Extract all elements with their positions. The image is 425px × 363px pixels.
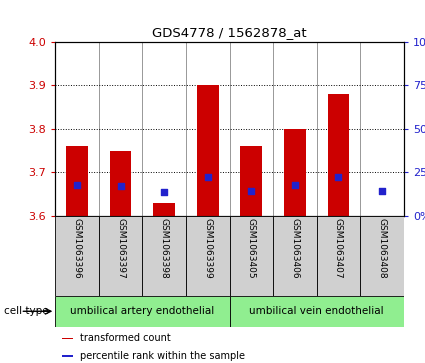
Text: GSM1063408: GSM1063408 bbox=[377, 219, 386, 279]
Bar bbox=[153, 203, 175, 216]
Bar bbox=[142, 216, 186, 296]
Text: GSM1063398: GSM1063398 bbox=[160, 219, 169, 279]
Bar bbox=[230, 216, 273, 296]
Bar bbox=[273, 216, 317, 296]
Bar bbox=[55, 296, 230, 327]
Point bbox=[117, 183, 124, 189]
Text: GSM1063406: GSM1063406 bbox=[290, 219, 299, 279]
Text: umbilical vein endothelial: umbilical vein endothelial bbox=[249, 306, 384, 316]
Text: GSM1063397: GSM1063397 bbox=[116, 219, 125, 279]
Point bbox=[74, 182, 80, 188]
Text: percentile rank within the sample: percentile rank within the sample bbox=[79, 351, 245, 362]
Bar bbox=[230, 296, 404, 327]
Text: umbilical artery endothelial: umbilical artery endothelial bbox=[70, 306, 215, 316]
Text: GSM1063407: GSM1063407 bbox=[334, 219, 343, 279]
Text: GSM1063396: GSM1063396 bbox=[73, 219, 82, 279]
Point bbox=[292, 182, 298, 188]
Point bbox=[335, 174, 342, 180]
Bar bbox=[241, 146, 262, 216]
Point bbox=[161, 189, 167, 195]
Text: cell type: cell type bbox=[4, 306, 49, 316]
Bar bbox=[186, 216, 230, 296]
Point bbox=[379, 188, 385, 193]
Text: transformed count: transformed count bbox=[79, 334, 170, 343]
Text: GSM1063399: GSM1063399 bbox=[203, 219, 212, 279]
Bar bbox=[66, 146, 88, 216]
Bar bbox=[55, 216, 99, 296]
Bar bbox=[62, 338, 73, 339]
Point bbox=[204, 174, 211, 180]
Text: GSM1063405: GSM1063405 bbox=[247, 219, 256, 279]
Bar bbox=[99, 216, 142, 296]
Bar bbox=[62, 355, 73, 358]
Bar bbox=[317, 216, 360, 296]
Bar bbox=[284, 129, 306, 216]
Bar bbox=[360, 216, 404, 296]
Bar bbox=[197, 85, 218, 216]
Point bbox=[248, 188, 255, 193]
Bar bbox=[328, 94, 349, 216]
Title: GDS4778 / 1562878_at: GDS4778 / 1562878_at bbox=[152, 26, 307, 39]
Bar bbox=[110, 151, 131, 216]
